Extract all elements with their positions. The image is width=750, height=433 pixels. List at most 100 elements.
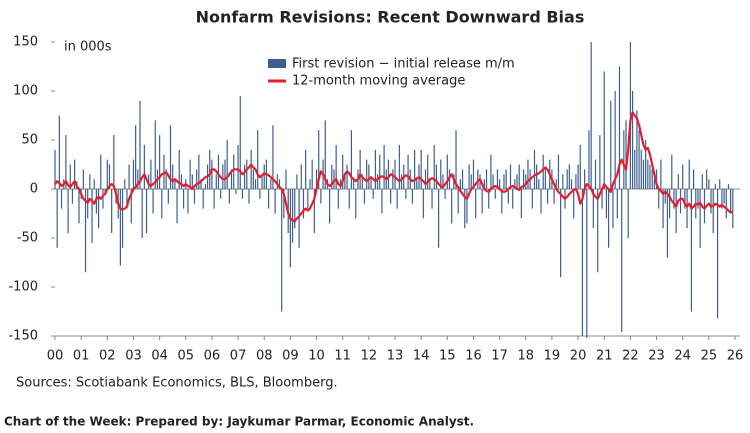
bar [483, 179, 485, 189]
bar [93, 179, 95, 189]
bar [588, 130, 590, 189]
bar [429, 179, 431, 189]
bar [187, 189, 189, 214]
bar [69, 164, 71, 189]
bar [581, 189, 584, 336]
bar [220, 189, 222, 199]
bar [361, 174, 363, 189]
bar [97, 189, 100, 229]
bar [677, 174, 679, 189]
bar [270, 179, 272, 189]
legend-swatch [268, 59, 286, 68]
bar [461, 169, 464, 189]
bar [126, 189, 128, 209]
bar [298, 189, 300, 248]
x-tick-label: 12 [361, 349, 378, 364]
bar [337, 189, 339, 209]
bar [56, 189, 58, 248]
bar [566, 169, 568, 189]
bar [400, 174, 403, 189]
bar [313, 189, 315, 234]
bar [422, 189, 424, 219]
bar [623, 130, 625, 189]
bar [503, 174, 505, 189]
bar [690, 189, 693, 312]
bar [250, 149, 252, 189]
bar [374, 149, 376, 189]
bar [455, 130, 457, 189]
x-tick-label: 04 [151, 349, 168, 364]
bar [653, 179, 655, 189]
y-tick-label: -150 [8, 329, 38, 344]
bar [475, 189, 477, 219]
bar [209, 149, 211, 189]
bar [638, 130, 640, 189]
bar [649, 164, 651, 189]
bar [514, 179, 516, 189]
bar [645, 140, 647, 189]
bar [642, 159, 645, 189]
bar [237, 144, 239, 189]
bar [721, 189, 723, 209]
x-tick-label: 26 [727, 349, 744, 364]
x-tick-label: 13 [387, 349, 404, 364]
bar [607, 189, 610, 248]
bar [647, 159, 649, 189]
bar [217, 154, 220, 189]
bar [457, 189, 459, 214]
bar [431, 189, 433, 209]
bar [135, 125, 137, 189]
bar [174, 179, 176, 189]
bar [660, 159, 662, 189]
bar [520, 189, 523, 219]
bar [102, 189, 104, 209]
bar [283, 189, 285, 219]
bar [74, 159, 76, 189]
bar [182, 189, 185, 209]
bar [259, 189, 261, 199]
bar [634, 149, 636, 189]
bar [169, 125, 172, 189]
bar [128, 164, 130, 189]
bar [730, 189, 732, 214]
bar [204, 184, 206, 189]
x-tick-label: 24 [674, 349, 691, 364]
bar [492, 174, 494, 189]
bar [363, 189, 366, 204]
bar [531, 189, 533, 209]
bar [627, 189, 629, 238]
x-tick-label: 03 [125, 349, 142, 364]
bar [716, 189, 719, 319]
bar [451, 189, 453, 224]
bar [213, 189, 215, 209]
bar [309, 179, 311, 189]
bar [172, 164, 174, 189]
bar [248, 189, 250, 204]
bar [392, 169, 394, 189]
bar [579, 144, 581, 189]
bar [329, 189, 331, 224]
bar [499, 179, 501, 189]
bar [381, 189, 383, 214]
y-tick-label: 0 [30, 182, 38, 197]
bar [568, 164, 570, 189]
x-tick-label: 16 [465, 349, 482, 364]
bar [664, 189, 666, 204]
legend-label: First revision − initial release m/m [292, 57, 515, 72]
bar [307, 189, 309, 209]
bar [570, 179, 573, 189]
bar [562, 174, 564, 189]
bar [318, 130, 320, 189]
bar [603, 71, 605, 189]
bar [719, 179, 721, 189]
bar [324, 120, 326, 189]
bar [58, 115, 60, 189]
bar [706, 169, 708, 189]
bar [257, 130, 259, 189]
x-tick-label: 08 [256, 349, 273, 364]
bar [584, 169, 586, 189]
bar [383, 144, 385, 189]
bar [65, 135, 67, 189]
bar [291, 189, 294, 243]
bar [427, 154, 429, 189]
